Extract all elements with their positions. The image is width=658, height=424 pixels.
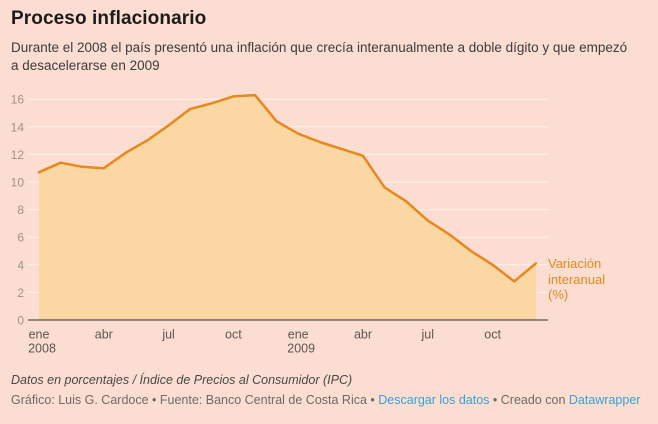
byline-credit-text: Gráfico: Luis G. Cardoce • Fuente: Banco… [11, 393, 379, 407]
y-tick-label: 2 [17, 286, 24, 300]
y-tick-label: 8 [17, 203, 24, 217]
chart-byline: Gráfico: Luis G. Cardoce • Fuente: Banco… [11, 393, 640, 407]
chart-notes: Datos en porcentajes / Índice de Precios… [11, 373, 353, 387]
download-data-link[interactable]: Descargar los datos [378, 393, 490, 407]
x-year-label: 2009 [287, 342, 315, 356]
x-year-label: 2008 [28, 342, 56, 356]
series-annotation-label: Variación interanual (%) [548, 256, 606, 302]
y-tick-label: 10 [11, 176, 25, 190]
area-fill [39, 95, 536, 320]
datawrapper-link[interactable]: Datawrapper [568, 393, 641, 407]
y-tick-label: 6 [17, 231, 24, 245]
y-tick-label: 12 [11, 148, 25, 162]
chart-header: Proceso inflacionario Durante el 2008 el… [11, 8, 646, 75]
y-tick-label: 0 [17, 314, 24, 328]
x-tick-label: ene [288, 328, 309, 342]
x-tick-label: ene [29, 328, 50, 342]
x-tick-label: jul [161, 328, 175, 342]
y-tick-label: 14 [11, 120, 25, 134]
x-tick-label: oct [484, 328, 501, 342]
x-tick-label: jul [421, 328, 435, 342]
chart-subtitle: Durante el 2008 el país presentó una inf… [11, 40, 628, 73]
x-tick-label: oct [225, 328, 242, 342]
y-tick-label: 4 [17, 258, 24, 272]
x-tick-label: abr [95, 328, 113, 342]
byline-separator: • [489, 393, 501, 407]
byline-created-with: Creado con [500, 393, 569, 407]
chart-area: 0 2 4 6 8 10 12 14 16 ene 2008 abr jul oct ene 2009 abr j… [0, 88, 658, 368]
x-tick-label: abr [354, 328, 372, 342]
data-line [37, 93, 538, 283]
page-title: Proceso inflacionario [11, 8, 207, 29]
y-tick-label: 16 [11, 93, 25, 107]
